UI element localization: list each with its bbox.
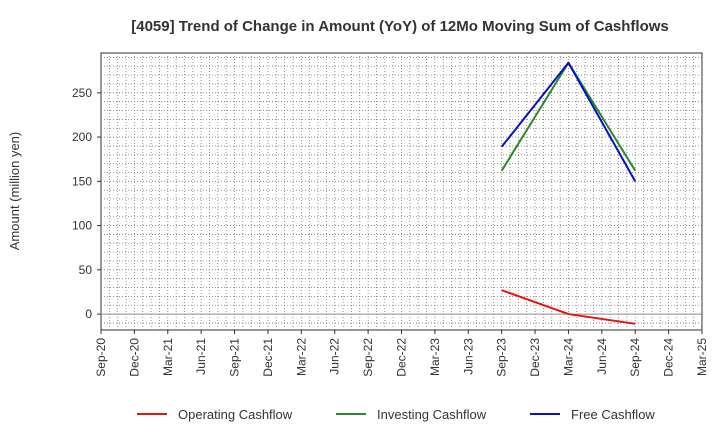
x-tick-label: Mar-23: [428, 338, 442, 376]
y-tick-label: 100: [72, 219, 92, 233]
chart-title: [4059] Trend of Change in Amount (YoY) o…: [131, 18, 669, 35]
x-tick-label: Sep-24: [628, 338, 642, 377]
y-tick-label: 200: [72, 130, 92, 144]
legend-label: Operating Cashflow: [178, 407, 293, 422]
x-tick-label: Mar-21: [161, 338, 175, 376]
y-tick-label: 250: [72, 86, 92, 100]
x-tick-label: Dec-20: [127, 338, 141, 377]
x-tick-label: Dec-21: [261, 338, 275, 377]
y-tick-label: 50: [79, 263, 93, 277]
series: [500, 61, 637, 325]
x-tick-label: Mar-25: [695, 338, 709, 376]
series-line-operating-cashflow: [501, 289, 636, 325]
y-tick-label: 150: [72, 174, 92, 188]
y-tick-label: 0: [85, 307, 92, 321]
x-tick-label: Jun-24: [595, 338, 609, 375]
y-axis-label: Amount (million yen): [7, 132, 22, 251]
legend-label: Investing Cashflow: [377, 407, 487, 422]
y-ticks: 0 50 100 150 200 250: [72, 86, 101, 321]
x-tick-label: Jun-22: [328, 338, 342, 375]
legend-label: Free Cashflow: [571, 407, 655, 422]
x-tick-label: Jun-21: [194, 338, 208, 375]
x-tick-label: Jun-23: [461, 338, 475, 375]
x-tick-label: Mar-22: [294, 338, 308, 376]
series-line-free-cashflow: [500, 61, 637, 182]
legend: Operating Cashflow Investing Cashflow Free…: [137, 407, 655, 422]
x-tick-label: Mar-24: [561, 338, 575, 376]
grid: [101, 53, 702, 330]
x-tick-label: Sep-22: [361, 338, 375, 377]
x-tick-label: Dec-23: [528, 338, 542, 377]
x-tick-label: Sep-20: [94, 338, 108, 377]
x-tick-label: Dec-22: [395, 338, 409, 377]
x-tick-label: Sep-21: [228, 338, 242, 377]
x-ticks: Sep-20 Dec-20 Mar-21 Jun-21 Sep-21 Dec-21 Mar-…: [94, 330, 709, 377]
x-tick-label: Dec-24: [662, 338, 676, 377]
x-tick-label: Sep-23: [495, 338, 509, 377]
